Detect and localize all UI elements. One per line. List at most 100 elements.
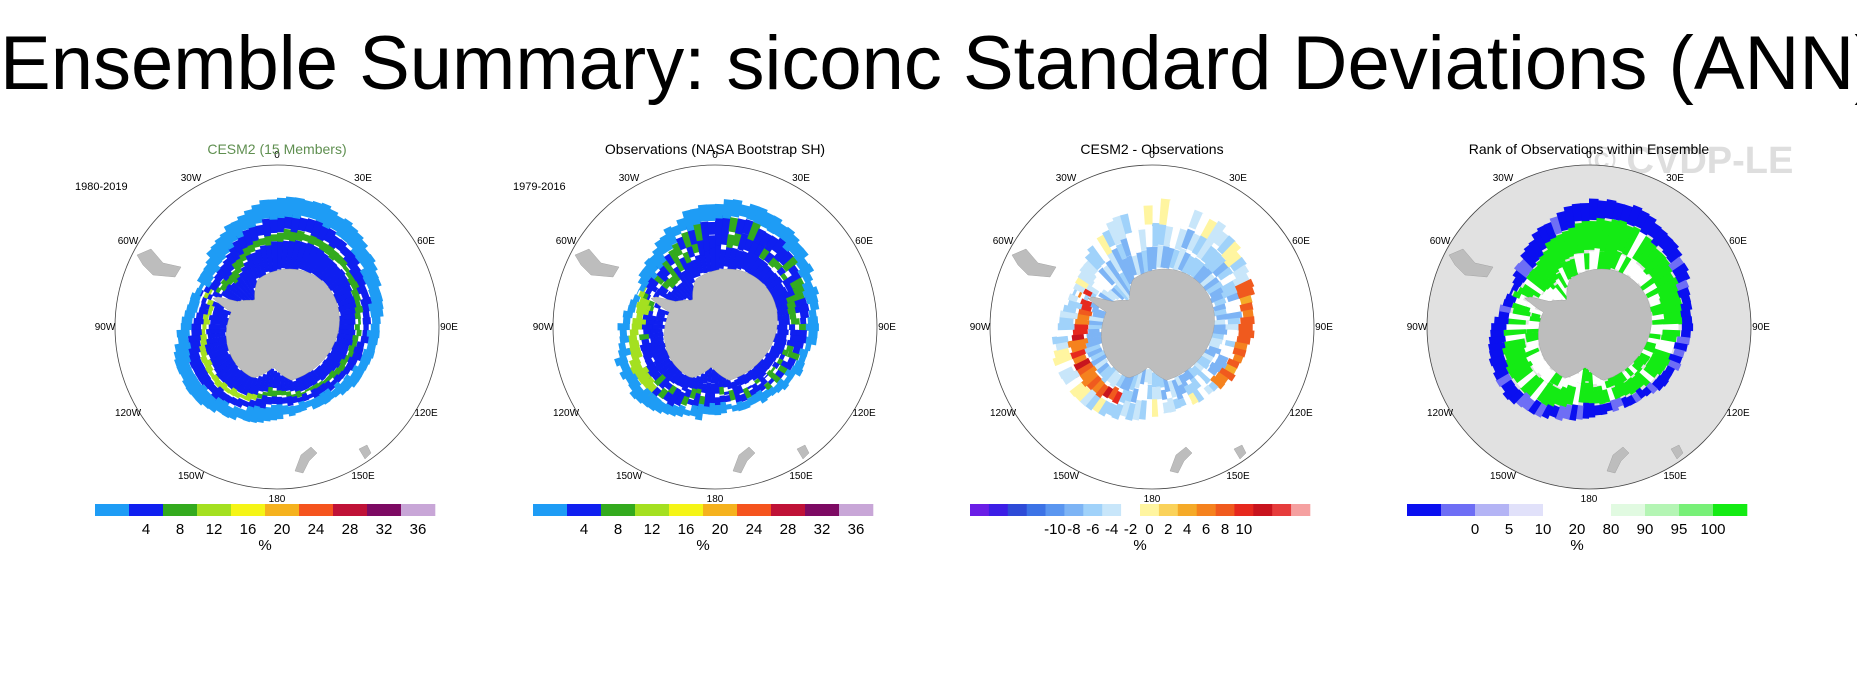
grid-cell [619,329,628,337]
colorbar-label: 20 [274,521,291,538]
antarctica-landmass [650,268,778,381]
grid-cell [763,374,769,379]
grid-cell [1195,268,1214,286]
grid-cell [1111,390,1123,405]
grid-cell [1531,357,1546,370]
grid-cell [1166,200,1180,228]
grid-cell [1151,387,1158,401]
grid-cell [645,339,665,350]
grid-cell [1200,218,1218,240]
grid-cell [1113,284,1129,301]
colorbar-swatch [1611,504,1646,516]
grid-cell [1187,392,1199,405]
grid-cell [1571,373,1580,387]
grid-cell [343,374,359,388]
colorbar-label: 24 [746,521,763,538]
grid-cell [1086,331,1103,339]
grid-cell [213,306,232,316]
grid-cell [639,296,651,306]
grid-cell [316,365,330,378]
grid-cell [1668,353,1683,365]
grid-cell [298,374,310,391]
grid-cell [703,391,711,409]
grid-cell [300,199,314,218]
grid-cell [764,276,784,293]
panel-title: CESM2 - Observations [1080,141,1223,157]
grid-cell [632,294,641,303]
longitude-label: 0 [712,150,718,161]
grid-cell [221,405,234,419]
grid-cell [319,382,329,392]
grid-cell [265,396,273,405]
grid-cell [1074,318,1090,325]
grid-cell [276,404,284,420]
map-difference: 0 30E 60E 90E 120E 150E 180 150W 120W 90W 60W 30W CE… [970,141,1334,554]
grid-cell [1648,303,1665,313]
grid-cell [1543,221,1557,240]
grid-cell [289,240,302,270]
grid-cell [324,380,336,392]
grid-cell [1169,249,1181,269]
grid-cell [1549,236,1566,263]
grid-cell [1574,222,1585,254]
grid-cell [1200,245,1218,264]
grid-cell [1596,200,1608,219]
grid-cell [1215,371,1229,385]
colorbar-swatch [1253,504,1273,516]
grid-cell [708,235,716,249]
colorbar-swatch [970,504,990,516]
grid-cell [1052,353,1073,367]
grid-cell [808,309,817,318]
grid-cell [335,333,356,342]
grid-cell [1488,335,1506,345]
grid-cell [1520,374,1540,394]
grid-cell [1080,298,1093,307]
grid-cell [771,237,787,254]
grid-cell [174,341,192,353]
grid-cell [625,372,639,385]
grid-cell [329,215,345,232]
grid-cell [622,316,631,325]
grid-cell [1119,374,1131,390]
grid-cell [1529,380,1548,402]
grid-cell [1524,376,1545,399]
grid-cell [697,204,709,222]
antarctica-landmass [1524,268,1652,381]
grid-cell [354,247,371,263]
grid-cell [1091,396,1107,413]
grid-cell [243,261,259,287]
longitude-label: 150E [1663,471,1687,482]
grid-cell [678,374,689,388]
grid-cell [277,239,284,270]
grid-cell [1229,256,1247,273]
grid-cell [1155,373,1161,390]
grid-cell [1216,235,1236,255]
grid-cell [354,305,364,314]
grid-cell [1514,297,1528,307]
grid-cell [1559,384,1573,410]
grid-cell [1079,264,1097,282]
grid-cell [1239,294,1253,306]
grid-cell [1098,267,1116,286]
longitude-label: 120E [1289,408,1313,419]
grid-cell [1100,288,1116,302]
colorbar-label: 10 [1535,521,1552,538]
colorbar: 4 8 12 16 20 24 28 32 36% [95,504,436,554]
grid-cell [1525,324,1541,330]
grid-cell [628,378,642,392]
grid-cell [256,393,263,399]
grid-cell [1130,388,1139,403]
grid-cell [322,208,339,230]
grid-cell [182,373,199,389]
grid-cell [789,277,805,290]
grid-cell [750,367,761,377]
longitude-label: 30W [181,173,202,184]
grid-cell [1131,399,1142,421]
grid-cell [1119,263,1133,285]
grid-cell [281,397,288,404]
grid-cell [792,284,806,296]
colorbar-label: 10 [1236,521,1253,538]
grid-cell [762,389,772,399]
grid-cell [675,404,686,418]
grid-cell [1213,297,1227,307]
